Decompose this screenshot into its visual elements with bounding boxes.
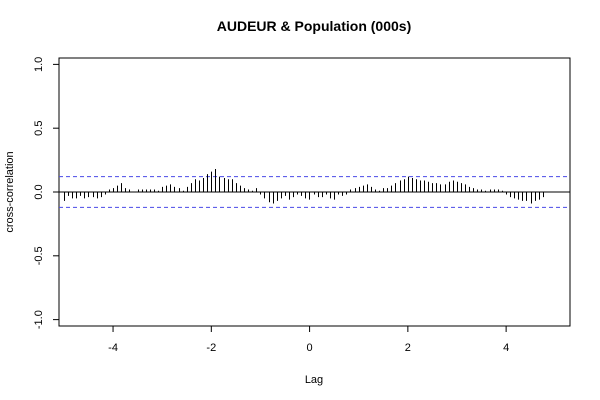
y-tick-label: 0.5 <box>33 121 45 136</box>
y-tick-label: 1.0 <box>33 57 45 72</box>
x-tick-label: -2 <box>206 342 216 354</box>
x-axis-label: Lag <box>305 374 323 386</box>
y-axis-label: cross-correlation <box>4 151 16 232</box>
plot-area: -4 -2 0 2 4 -1.0 -0.5 0.0 0.5 1.0 <box>33 57 571 354</box>
x-tick-label: 0 <box>307 342 313 354</box>
y-tick-label: 0.0 <box>33 184 45 199</box>
x-tick-label: 4 <box>503 342 509 354</box>
x-tick-label: -4 <box>108 342 118 354</box>
x-tick-label: 2 <box>405 342 411 354</box>
y-tick-label: -0.5 <box>33 246 45 265</box>
y-tick-label: -1.0 <box>33 310 45 329</box>
chart-title: AUDEUR & Population (000s) <box>217 18 411 34</box>
